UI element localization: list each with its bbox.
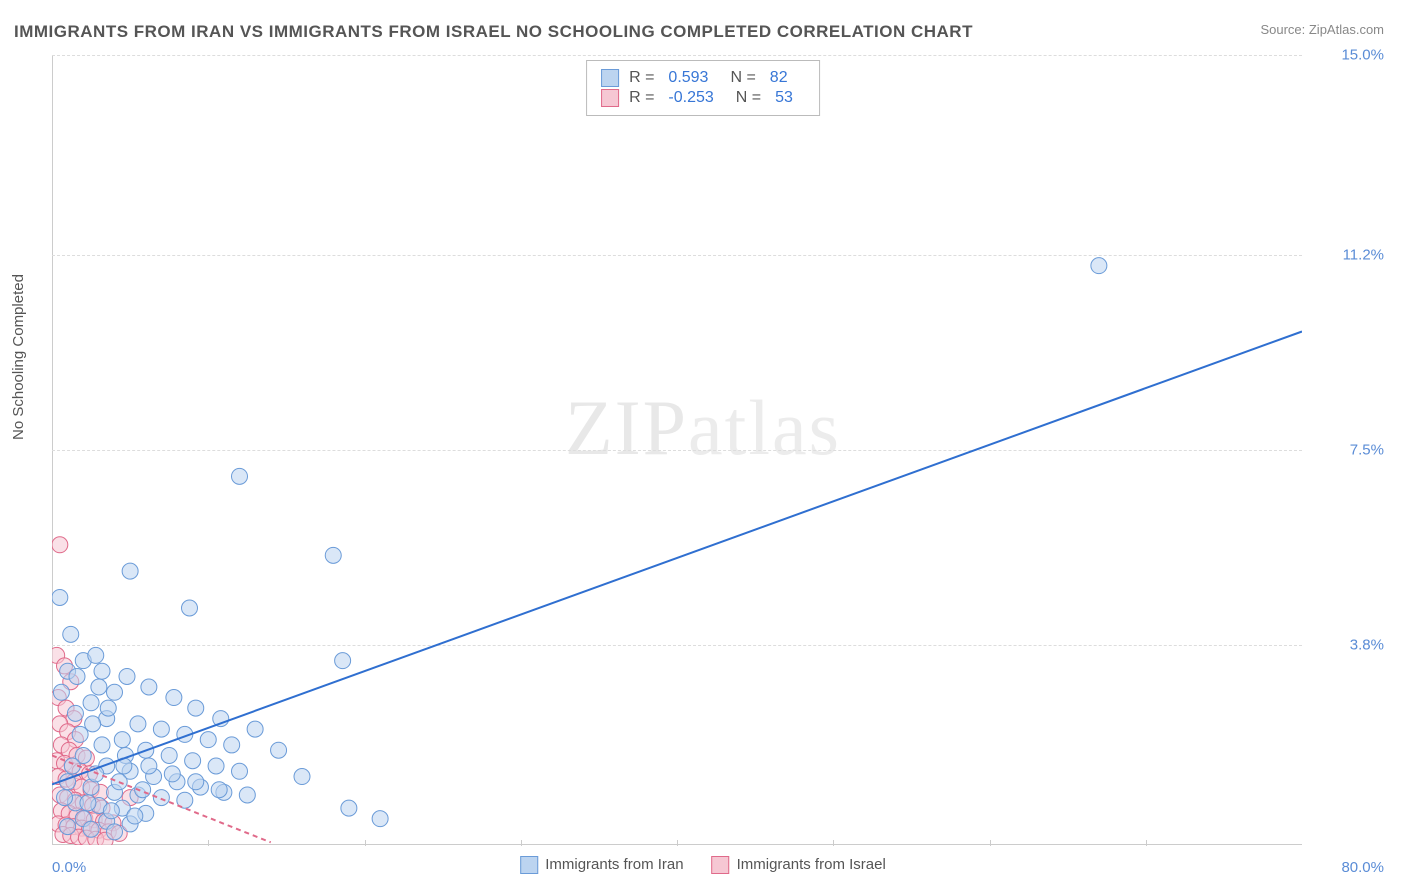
n-label: N = — [736, 89, 761, 107]
y-tick-label: 3.8% — [1350, 636, 1384, 653]
scatter-point — [164, 766, 180, 782]
scatter-point — [335, 653, 351, 669]
scatter-point — [211, 782, 227, 798]
scatter-point — [52, 537, 68, 553]
legend-swatch-1 — [712, 856, 730, 874]
y-axis-label: No Schooling Completed — [10, 274, 27, 440]
legend-swatch-0 — [520, 856, 538, 874]
r-label: R = — [629, 69, 654, 87]
scatter-point — [188, 774, 204, 790]
scatter-point — [372, 811, 388, 827]
scatter-point — [185, 753, 201, 769]
legend-item-1: Immigrants from Israel — [712, 856, 886, 874]
x-tick-max: 80.0% — [1341, 859, 1384, 876]
scatter-point — [103, 803, 119, 819]
y-tick-label: 11.2% — [1343, 247, 1384, 264]
correlation-stats-box: R = 0.593 N = 82 R = -0.253 N = 53 — [586, 60, 820, 116]
scatter-point — [114, 732, 130, 748]
scatter-point — [224, 737, 240, 753]
scatter-point — [294, 769, 310, 785]
scatter-point — [341, 800, 357, 816]
scatter-point — [141, 679, 157, 695]
trend-line — [52, 332, 1302, 785]
stats-row-series-1: R = -0.253 N = 53 — [601, 89, 805, 107]
scatter-point — [232, 468, 248, 484]
scatter-point — [122, 563, 138, 579]
n-label: N = — [730, 69, 755, 87]
y-tick-label: 15.0% — [1341, 47, 1384, 64]
scatter-point — [83, 821, 99, 837]
scatter-point — [208, 758, 224, 774]
scatter-point — [247, 721, 263, 737]
scatter-point — [153, 721, 169, 737]
scatter-point — [80, 795, 96, 811]
scatter-point — [325, 547, 341, 563]
scatter-point — [119, 668, 135, 684]
scatter-point — [85, 716, 101, 732]
scatter-point — [271, 742, 287, 758]
scatter-point — [141, 758, 157, 774]
scatter-point — [130, 716, 146, 732]
legend-item-0: Immigrants from Iran — [520, 856, 683, 874]
scatter-point — [53, 684, 69, 700]
scatter-point — [107, 824, 123, 840]
scatter-point — [1091, 258, 1107, 274]
scatter-point — [232, 763, 248, 779]
r-value-0: 0.593 — [668, 69, 708, 87]
scatter-point — [182, 600, 198, 616]
n-value-1: 53 — [775, 89, 793, 107]
scatter-svg — [52, 55, 1302, 845]
x-tick-min: 0.0% — [52, 859, 86, 876]
scatter-point — [67, 705, 83, 721]
scatter-point — [188, 700, 204, 716]
scatter-point — [63, 626, 79, 642]
scatter-point — [57, 790, 73, 806]
source-attribution: Source: ZipAtlas.com — [1260, 22, 1384, 37]
r-label: R = — [629, 89, 654, 107]
scatter-point — [239, 787, 255, 803]
swatch-series-1 — [601, 89, 619, 107]
scatter-point — [88, 647, 104, 663]
scatter-point — [200, 732, 216, 748]
scatter-point — [100, 700, 116, 716]
legend-label-0: Immigrants from Iran — [545, 856, 683, 873]
y-tick-label: 7.5% — [1350, 442, 1384, 459]
scatter-point — [94, 663, 110, 679]
scatter-point — [166, 690, 182, 706]
scatter-point — [69, 668, 85, 684]
scatter-point — [161, 747, 177, 763]
scatter-point — [127, 808, 143, 824]
scatter-point — [107, 684, 123, 700]
scatter-point — [94, 737, 110, 753]
r-value-1: -0.253 — [668, 89, 713, 107]
swatch-series-0 — [601, 69, 619, 87]
stats-row-series-0: R = 0.593 N = 82 — [601, 69, 805, 87]
legend-label-1: Immigrants from Israel — [737, 856, 886, 873]
scatter-point — [52, 589, 68, 605]
scatter-point — [91, 679, 107, 695]
chart-title: IMMIGRANTS FROM IRAN VS IMMIGRANTS FROM … — [14, 22, 973, 42]
scatter-point — [60, 819, 76, 835]
scatter-point — [83, 695, 99, 711]
n-value-0: 82 — [770, 69, 788, 87]
legend: Immigrants from Iran Immigrants from Isr… — [520, 856, 886, 874]
